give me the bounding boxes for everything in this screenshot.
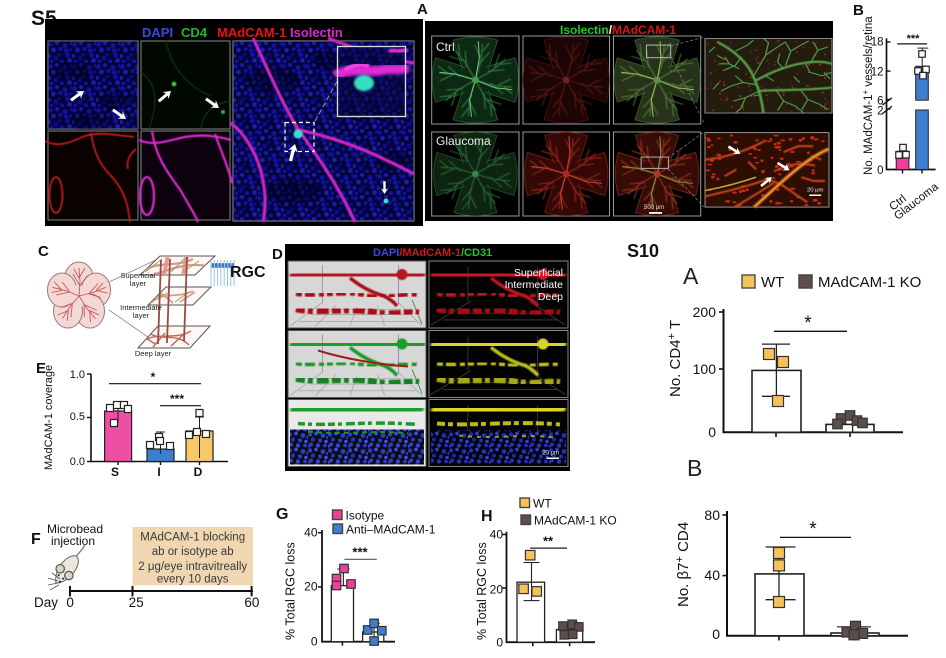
svg-text:500 μm: 500 μm (644, 205, 664, 211)
svg-text:Intermediate: Intermediate (505, 279, 564, 291)
svg-text:2: 2 (877, 106, 883, 118)
svg-text:40: 40 (704, 567, 720, 583)
svg-text:2 μg/eye intravitreally: 2 μg/eye intravitreally (138, 561, 247, 573)
svg-text:0: 0 (311, 635, 318, 649)
svg-text:% Total RGC loss: % Total RGC loss (284, 542, 298, 640)
svg-text:12: 12 (871, 67, 884, 79)
svg-text:*: * (809, 519, 817, 540)
svg-text:20 μm: 20 μm (542, 451, 559, 457)
svg-text:6: 6 (877, 96, 883, 108)
svg-text:40: 40 (304, 526, 318, 540)
svg-text:Superficial: Superficial (514, 267, 563, 279)
svg-text:DAPI/MAdCAM-1/CD31: DAPI/MAdCAM-1/CD31 (373, 247, 492, 259)
svg-text:0.0: 0.0 (70, 456, 85, 468)
svg-text:25: 25 (129, 595, 144, 610)
svg-text:100: 100 (693, 361, 717, 377)
svg-text:No. CD4+ T: No. CD4+ T (666, 320, 684, 397)
svg-text:MAdCAM-1 blocking: MAdCAM-1 blocking (140, 532, 245, 544)
svg-text:18: 18 (871, 37, 884, 49)
svg-text:20: 20 (304, 580, 318, 594)
svg-text:No. β7+ CD4: No. β7+ CD4 (674, 522, 692, 607)
svg-text:20: 20 (490, 583, 504, 597)
svg-text:Glaucoma: Glaucoma (436, 134, 491, 148)
svg-text:***: *** (352, 545, 368, 560)
svg-text:injection: injection (51, 534, 95, 548)
svg-text:Ctrl: Ctrl (436, 40, 455, 54)
svg-text:CD4: CD4 (181, 25, 208, 40)
svg-text:layer: layer (133, 311, 150, 320)
svg-text:Day: Day (34, 595, 58, 610)
svg-text:0: 0 (708, 424, 716, 440)
svg-text:MAdCAM-1: MAdCAM-1 (217, 25, 286, 40)
svg-text:Isolectin/MAdCAM-1: Isolectin/MAdCAM-1 (560, 23, 676, 37)
svg-text:Isotype: Isotype (346, 509, 385, 523)
svg-text:1.0: 1.0 (70, 369, 85, 381)
svg-text:20 μm: 20 μm (807, 188, 824, 194)
svg-text:0: 0 (66, 595, 74, 610)
svg-text:Deep layer: Deep layer (135, 349, 172, 358)
svg-text:***: *** (170, 392, 184, 406)
svg-text:WT: WT (761, 274, 784, 291)
svg-text:0: 0 (496, 636, 503, 650)
svg-text:Intermediate: Intermediate (120, 303, 162, 312)
svg-text:Isolectin: Isolectin (290, 25, 343, 40)
svg-text:RGC: RGC (230, 264, 266, 281)
svg-text:% Total RGC loss: % Total RGC loss (475, 542, 489, 640)
svg-text:MAdCAM-1 KO: MAdCAM-1 KO (534, 514, 617, 528)
svg-text:ab or isotype ab: ab or isotype ab (152, 546, 234, 558)
svg-text:*: * (151, 370, 156, 384)
svg-text:D: D (194, 465, 203, 478)
svg-text:Microbead: Microbead (47, 522, 103, 536)
svg-text:DAPI: DAPI (142, 25, 173, 40)
svg-text:**: ** (543, 534, 554, 549)
svg-text:I: I (157, 465, 160, 478)
svg-text:0.5: 0.5 (70, 411, 85, 423)
svg-text:200: 200 (693, 304, 717, 320)
svg-text:MAdCAM-1 coverage: MAdCAM-1 coverage (43, 365, 55, 470)
svg-text:60: 60 (244, 595, 259, 610)
svg-text:S: S (111, 465, 119, 478)
svg-text:0: 0 (712, 626, 720, 642)
svg-text:Deep: Deep (538, 291, 563, 303)
svg-text:80: 80 (704, 507, 720, 523)
svg-text:MAdCAM-1 KO: MAdCAM-1 KO (818, 274, 921, 291)
svg-text:every 10 days: every 10 days (157, 574, 229, 586)
svg-text:40: 40 (490, 528, 504, 542)
svg-text:0: 0 (877, 165, 883, 177)
svg-text:layer: layer (130, 279, 147, 288)
svg-text:No. MAdCAM-1+ vessels/retina: No. MAdCAM-1+ vessels/retina (861, 16, 875, 175)
svg-text:Anti–MAdCAM-1: Anti–MAdCAM-1 (346, 523, 436, 537)
svg-text:Superficial: Superficial (120, 271, 155, 280)
svg-text:***: *** (907, 33, 921, 45)
svg-text:*: * (804, 313, 812, 334)
svg-text:WT: WT (533, 497, 552, 511)
